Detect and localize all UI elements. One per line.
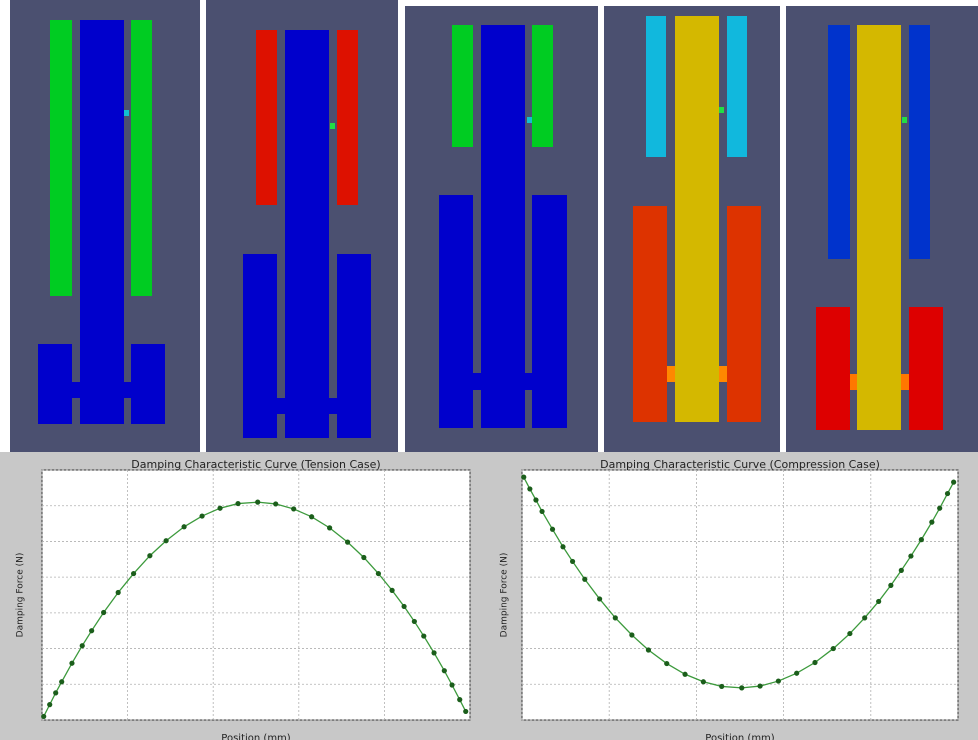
data-point	[533, 497, 538, 502]
data-point	[69, 661, 74, 666]
cylinder	[727, 206, 761, 422]
data-point	[847, 631, 852, 636]
cylinder	[633, 206, 667, 422]
chart-title: Damping Characteristic Curve (Tension Ca…	[131, 458, 380, 471]
page: {"chart_data": [ {"type": "line", "title…	[0, 0, 978, 740]
data-point	[47, 702, 52, 707]
rod	[828, 25, 850, 259]
figure: Damping Characteristic Curve (Tension Ca…	[0, 0, 978, 740]
data-point	[255, 500, 260, 505]
data-point	[181, 524, 186, 529]
simulation-panels	[0, 0, 978, 452]
data-point	[945, 491, 950, 496]
data-point	[951, 480, 956, 485]
marker	[902, 117, 907, 123]
rod	[50, 20, 72, 296]
data-point	[401, 604, 406, 609]
data-point	[929, 520, 934, 525]
rod	[727, 16, 747, 157]
data-point	[527, 486, 532, 491]
data-point	[291, 506, 296, 511]
marker	[527, 117, 532, 123]
cylinder	[909, 307, 943, 430]
data-point	[539, 509, 544, 514]
data-point	[147, 553, 152, 558]
data-point	[739, 685, 744, 690]
marker	[719, 107, 724, 113]
data-point	[919, 537, 924, 542]
data-point	[664, 661, 669, 666]
data-point	[812, 660, 817, 665]
data-point	[412, 619, 417, 624]
data-point	[521, 475, 526, 480]
data-point	[719, 684, 724, 689]
data-point	[613, 615, 618, 620]
marker	[124, 110, 129, 116]
piston	[857, 25, 901, 430]
data-point	[757, 683, 762, 688]
data-point	[560, 544, 565, 549]
data-point	[899, 568, 904, 573]
plot-area	[42, 470, 470, 720]
data-point	[431, 650, 436, 655]
plot-area	[522, 470, 958, 720]
data-point	[776, 678, 781, 683]
data-point	[876, 599, 881, 604]
data-point	[41, 714, 46, 719]
data-point	[199, 513, 204, 518]
data-point	[908, 553, 913, 558]
data-point	[59, 679, 64, 684]
data-point	[376, 571, 381, 576]
piston	[675, 16, 719, 422]
data-point	[101, 610, 106, 615]
cylinder	[816, 307, 850, 430]
y-axis-label: Damping Force (N)	[16, 553, 26, 638]
rod	[646, 16, 666, 157]
data-point	[570, 559, 575, 564]
data-point	[597, 596, 602, 601]
data-point	[53, 690, 58, 695]
rod	[532, 25, 553, 147]
rod	[909, 25, 930, 259]
marker	[330, 123, 335, 129]
data-point	[235, 501, 240, 506]
data-point	[682, 672, 687, 677]
data-point	[421, 633, 426, 638]
x-axis-label: Position (mm)	[221, 733, 290, 740]
data-point	[550, 527, 555, 532]
rod	[452, 25, 473, 147]
data-point	[390, 588, 395, 593]
data-point	[442, 668, 447, 673]
rod	[131, 20, 152, 296]
data-point	[217, 506, 222, 511]
data-point	[629, 632, 634, 637]
data-point	[131, 571, 136, 576]
data-point	[888, 583, 893, 588]
data-point	[646, 647, 651, 652]
y-axis-label: Damping Force (N)	[500, 553, 510, 638]
data-point	[831, 646, 836, 651]
data-point	[794, 671, 799, 676]
data-point	[345, 540, 350, 545]
data-point	[309, 514, 314, 519]
rod	[337, 30, 358, 205]
data-point	[582, 577, 587, 582]
x-axis-label: Position (mm)	[705, 733, 774, 740]
data-point	[116, 590, 121, 595]
data-point	[361, 555, 366, 560]
data-point	[164, 538, 169, 543]
chart-title: Damping Characteristic Curve (Compressio…	[600, 458, 880, 471]
data-point	[457, 697, 462, 702]
data-point	[463, 709, 468, 714]
data-point	[701, 679, 706, 684]
data-point	[80, 643, 85, 648]
rod	[256, 30, 277, 205]
data-point	[449, 682, 454, 687]
data-point	[937, 506, 942, 511]
data-point	[273, 501, 278, 506]
data-point	[327, 525, 332, 530]
data-point	[862, 615, 867, 620]
data-point	[89, 628, 94, 633]
